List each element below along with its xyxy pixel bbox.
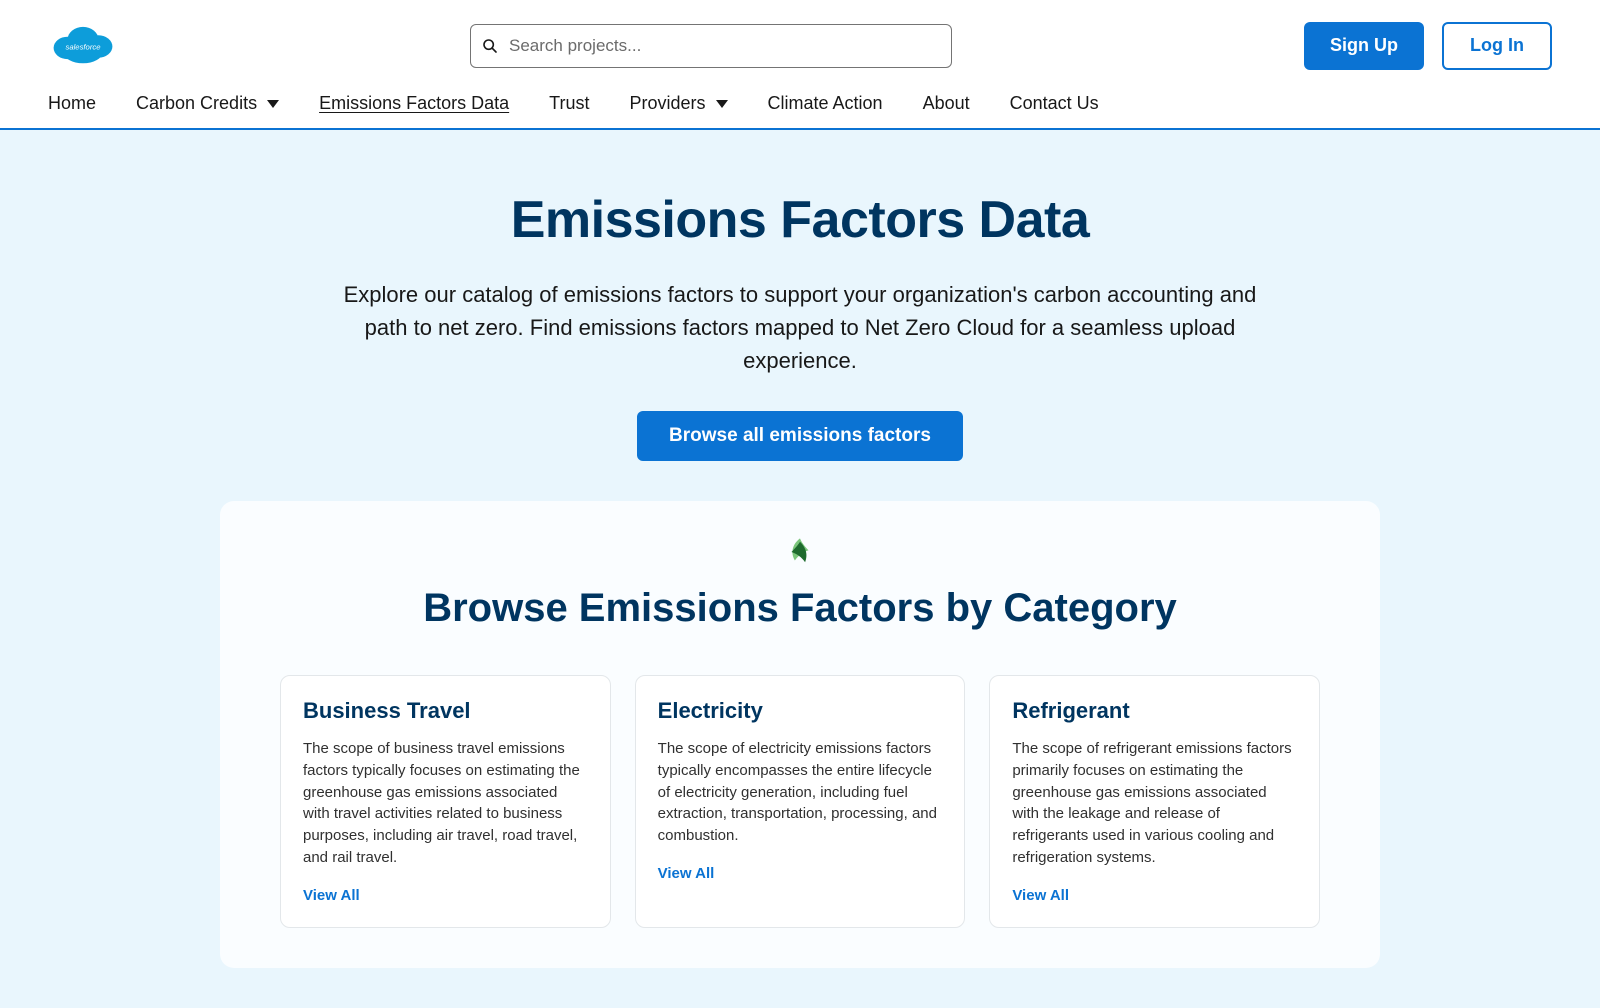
logo[interactable]: salesforce [48,18,118,73]
header: salesforce Sign Up Log In [0,0,1600,83]
search-input[interactable] [470,24,952,68]
category-card-electricity: Electricity The scope of electricity emi… [635,675,966,928]
view-all-link[interactable]: View All [1012,887,1069,904]
view-all-link[interactable]: View All [303,887,360,904]
card-body: The scope of electricity emissions facto… [658,738,943,847]
chevron-down-icon [716,100,728,108]
page-title: Emissions Factors Data [40,190,1560,250]
nav-label: Carbon Credits [136,93,257,114]
nav-trust[interactable]: Trust [549,93,589,114]
card-body: The scope of business travel emissions f… [303,738,588,869]
signup-button[interactable]: Sign Up [1304,22,1424,70]
nav-label: Providers [629,93,705,114]
nav-label: Trust [549,93,589,114]
login-button[interactable]: Log In [1442,22,1552,70]
hero: Emissions Factors Data Explore our catal… [0,130,1600,501]
nav-about[interactable]: About [923,93,970,114]
nav-label: Home [48,93,96,114]
categories-title: Browse Emissions Factors by Category [260,586,1340,631]
browse-all-button[interactable]: Browse all emissions factors [637,411,963,461]
card-title: Electricity [658,698,943,724]
panel-background: Browse Emissions Factors by Category Bus… [0,501,1600,1008]
salesforce-cloud-icon: salesforce [48,18,118,68]
nav-home[interactable]: Home [48,93,96,114]
svg-text:salesforce: salesforce [65,42,100,51]
main-nav: Home Carbon Credits Emissions Factors Da… [0,83,1600,130]
nav-label: Climate Action [768,93,883,114]
categories-panel: Browse Emissions Factors by Category Bus… [220,501,1380,968]
card-title: Refrigerant [1012,698,1297,724]
category-cards: Business Travel The scope of business tr… [280,675,1320,928]
search-field-wrap [470,24,952,68]
nav-climate-action[interactable]: Climate Action [768,93,883,114]
view-all-link[interactable]: View All [658,865,715,882]
nav-emissions-factors-data[interactable]: Emissions Factors Data [319,93,509,114]
auth-buttons: Sign Up Log In [1304,22,1552,70]
nav-label: Contact Us [1010,93,1099,114]
card-body: The scope of refrigerant emissions facto… [1012,738,1297,869]
category-card-refrigerant: Refrigerant The scope of refrigerant emi… [989,675,1320,928]
nav-contact-us[interactable]: Contact Us [1010,93,1099,114]
category-card-business-travel: Business Travel The scope of business tr… [280,675,611,928]
chevron-down-icon [267,100,279,108]
nav-carbon-credits[interactable]: Carbon Credits [136,93,279,114]
page-subtitle: Explore our catalog of emissions factors… [320,278,1280,377]
leaf-icon [783,535,817,569]
card-title: Business Travel [303,698,588,724]
leaf-icon-wrap [260,535,1340,574]
nav-providers[interactable]: Providers [629,93,727,114]
nav-label: About [923,93,970,114]
nav-label: Emissions Factors Data [319,93,509,114]
